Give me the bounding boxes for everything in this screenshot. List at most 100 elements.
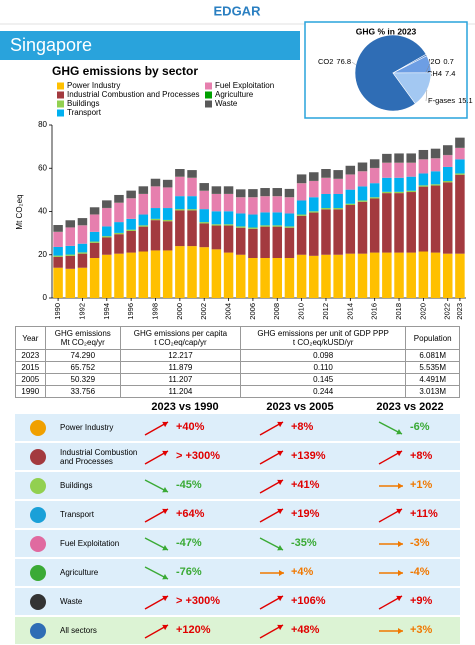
- pie-label-value: 7.4: [445, 69, 455, 78]
- change-value: +8%: [291, 421, 314, 433]
- bar-segment: [102, 254, 112, 298]
- bar-segment: [309, 255, 319, 298]
- sector-icon: [30, 449, 46, 465]
- bar-segment: [248, 257, 258, 298]
- table-header: GHG emissions per capita t CO₂eq/cap/yr: [119, 326, 241, 350]
- arrow-head: [398, 570, 403, 576]
- bar-segment: [394, 193, 404, 253]
- sector-icon: [30, 536, 46, 552]
- sector-name-text: Industrial Combustion and Processes: [60, 447, 138, 466]
- x-tick-label: 2014: [345, 303, 354, 320]
- comparison-header: 2023 vs 2022: [376, 401, 444, 413]
- bar-segment: [321, 208, 331, 210]
- sector-name: Buildings: [60, 472, 142, 499]
- bar-segment: [223, 252, 234, 298]
- bar-segment: [455, 174, 465, 254]
- bar-segment: [150, 186, 161, 209]
- legend-label: Agriculture: [215, 90, 254, 99]
- table-cell: 33.756: [44, 385, 121, 398]
- bar-segment: [345, 205, 356, 254]
- bar-segment: [442, 166, 453, 182]
- sector-icon: [30, 623, 46, 639]
- arrow-head: [277, 595, 283, 602]
- bar-segment: [235, 197, 246, 214]
- legend-swatch: [57, 109, 64, 117]
- bar-segment: [442, 181, 453, 183]
- header-line: t CO₂eq/cap/yr: [154, 338, 207, 347]
- bar-segment: [211, 225, 222, 250]
- x-tick-label: 2016: [370, 303, 379, 320]
- bar-segment: [260, 257, 270, 298]
- bar-segment: [199, 223, 209, 248]
- leader-line: [424, 63, 431, 75]
- trend-arrow: [378, 508, 403, 523]
- bar-segment: [382, 252, 392, 298]
- bar-segment: [89, 207, 100, 215]
- bar-segment: [369, 198, 380, 253]
- pie-label: CH4 7.4: [427, 69, 455, 78]
- trend-arrow: [144, 624, 169, 639]
- bar-segment: [260, 226, 270, 258]
- bar-segment: [382, 153, 392, 163]
- arrow-head: [162, 450, 168, 457]
- table-cell: 11.204: [119, 385, 241, 398]
- arrow-head: [398, 541, 403, 547]
- bar-segment: [430, 184, 441, 186]
- bar-segment: [150, 208, 161, 219]
- trend-arrow: [379, 541, 403, 547]
- bar-segment: [418, 149, 429, 160]
- bar-segment: [211, 193, 222, 212]
- bar-segment: [394, 162, 404, 178]
- sector-name: Fuel Exploitation: [60, 530, 142, 557]
- bar-segment: [345, 165, 356, 175]
- bar-segment: [114, 194, 124, 203]
- bar-segment: [77, 267, 88, 298]
- bar-segment: [114, 222, 124, 233]
- bar-segment: [309, 211, 319, 213]
- bar-segment: [126, 230, 136, 253]
- trend-arrow: [259, 421, 284, 436]
- bar-segment: [223, 225, 234, 253]
- bar-segment: [430, 185, 441, 253]
- bar-segment: [272, 196, 283, 213]
- bar-segment: [394, 177, 404, 192]
- pie-label: F-gases 15.1: [428, 96, 473, 105]
- bar-segment: [284, 257, 295, 298]
- banner: [0, 31, 300, 60]
- bar-segment: [102, 208, 112, 227]
- bar-segment: [102, 237, 112, 255]
- bar-segment: [162, 208, 173, 220]
- bar-segment: [199, 209, 209, 223]
- comparison-row: Transport +64% +19% +11%: [15, 501, 460, 528]
- bar-segment: [357, 171, 368, 187]
- sector-name-text: All sectors: [60, 626, 97, 635]
- legend-swatch: [205, 82, 212, 90]
- trend-arrow: [379, 628, 403, 634]
- bar-segment: [235, 226, 246, 228]
- sector-icon: [30, 420, 46, 436]
- bar-segment: [126, 229, 136, 231]
- bar-segment: [309, 172, 319, 181]
- arrow-head: [277, 421, 283, 428]
- bar-segment: [418, 251, 429, 298]
- bar-segment: [162, 221, 173, 251]
- sector-name: Transport: [60, 501, 142, 528]
- bar-segment: [357, 162, 368, 172]
- arrow-head: [277, 624, 283, 631]
- country: Singapore: [10, 35, 92, 55]
- bar-segment: [406, 162, 416, 177]
- arrow-head: [162, 508, 168, 515]
- bar-segment: [223, 193, 234, 212]
- bar-segment: [175, 209, 185, 211]
- bar-segment: [394, 191, 404, 194]
- bar-segment: [418, 159, 429, 174]
- header-line: t CO₂eq/kUSD/yr: [292, 338, 354, 347]
- sector-name-text: Transport: [60, 510, 94, 519]
- sector-name-text: Waste: [60, 597, 83, 606]
- pie-label: N2O 0.7: [425, 57, 454, 66]
- bar-segment: [406, 176, 416, 191]
- bar-segment: [260, 225, 270, 227]
- y-tick-label: 40: [38, 207, 47, 216]
- pie-slice: [354, 34, 427, 112]
- bar-segment: [260, 212, 270, 226]
